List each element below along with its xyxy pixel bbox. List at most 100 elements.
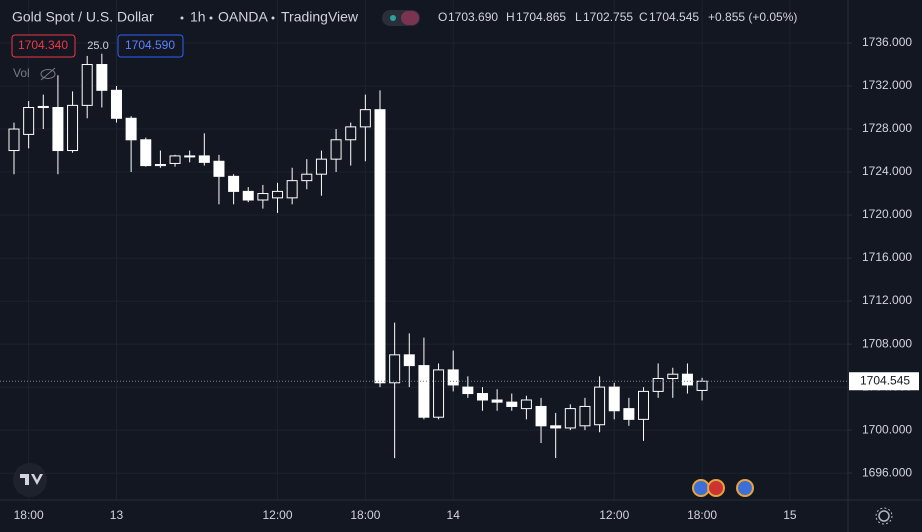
y-tick-label: 1696.000 [862, 465, 912, 479]
ohlc-value: 1702.755 [583, 10, 633, 24]
candle-body [242, 190, 254, 201]
candle-body [286, 180, 298, 199]
logo[interactable] [13, 463, 47, 497]
separator [209, 16, 213, 20]
y-tick-label: 1712.000 [862, 293, 912, 307]
source: OANDA [218, 9, 268, 25]
separator [271, 16, 275, 20]
candle-body [125, 117, 137, 141]
last-price-label: 1704.545 [860, 373, 910, 387]
x-tick-label: 14 [447, 508, 461, 522]
candle-body [638, 390, 650, 420]
candle-body [169, 155, 181, 164]
candle-body [345, 126, 357, 141]
ohlc-key: C [639, 10, 648, 24]
ohlc-key: O [438, 10, 447, 24]
y-tick-label: 1732.000 [862, 78, 912, 92]
candle-body [301, 173, 313, 182]
candle-body [447, 369, 459, 386]
candle-body [667, 373, 679, 379]
x-tick-label: 12:00 [263, 508, 293, 522]
hide-icon[interactable] [40, 67, 56, 81]
candle-body [608, 386, 620, 412]
candle-body [8, 128, 20, 152]
candle-body [696, 380, 708, 391]
candle-body [154, 164, 166, 167]
candle-body [389, 354, 401, 384]
candle-body [37, 105, 49, 109]
market-status [390, 15, 396, 21]
interval[interactable]: 1h [190, 9, 206, 25]
ohlc-value: 1703.690 [448, 10, 498, 24]
candle-body [506, 401, 518, 407]
candle-body [520, 399, 532, 410]
candle-body [652, 377, 664, 392]
event-flags[interactable] [692, 479, 754, 497]
candle-body [359, 109, 371, 128]
sell-price: 1704.340 [18, 38, 68, 52]
volume-label: Vol [13, 66, 30, 80]
candle-body [564, 408, 576, 429]
last-price-box [849, 372, 919, 391]
spread: 25.0 [87, 40, 108, 52]
y-tick-label: 1720.000 [862, 207, 912, 221]
candle-body [330, 139, 342, 160]
candle-body [213, 160, 225, 177]
y-tick-label: 1708.000 [862, 336, 912, 350]
settings-button[interactable] [875, 507, 893, 525]
candle-body [198, 155, 210, 163]
x-tick-label: 18:00 [687, 508, 717, 522]
candle-body [535, 405, 547, 427]
candle-body [315, 158, 327, 175]
sell-button[interactable] [11, 34, 76, 58]
candle-body [476, 393, 488, 401]
toggle-knob [401, 11, 419, 25]
x-tick-label: 15 [783, 508, 797, 522]
candle-body [579, 405, 591, 427]
candle-body [623, 408, 635, 420]
candle-body [594, 386, 606, 426]
y-tick-label: 1724.000 [862, 164, 912, 178]
candle-body [110, 89, 122, 119]
candle-body [228, 175, 240, 192]
candle-body [433, 369, 445, 418]
buy-price: 1704.590 [125, 38, 175, 52]
platform: TradingView [281, 9, 359, 25]
candle-body [272, 190, 284, 199]
logo-mark [20, 474, 43, 485]
ohlc-value: 1704.545 [649, 10, 699, 24]
candle-body [23, 107, 35, 135]
symbol[interactable]: Gold Spot / U.S. Dollar [12, 9, 154, 25]
candle-body [52, 107, 64, 152]
candle-body [403, 354, 415, 367]
candle-body [374, 109, 386, 384]
plot [0, 0, 848, 500]
ohlc-key: L [575, 10, 582, 24]
candle-body [491, 399, 503, 403]
candle-body [81, 64, 93, 106]
x-tick-label: 18:00 [14, 508, 44, 522]
buy-button[interactable] [117, 34, 184, 58]
x-tick-label: 12:00 [599, 508, 629, 522]
candle-body [140, 139, 152, 167]
separator [180, 16, 184, 20]
candle-body [462, 386, 474, 395]
candle-body [67, 104, 79, 152]
x-tick-label: 13 [110, 508, 124, 522]
y-tick-label: 1736.000 [862, 35, 912, 49]
candle-body [550, 425, 562, 429]
candle-body [681, 373, 693, 386]
candle-body [184, 155, 196, 158]
candle-body [257, 193, 269, 201]
candle-body [96, 64, 108, 91]
x-tick-label: 18:00 [350, 508, 380, 522]
ohlc-value: 1704.865 [516, 10, 566, 24]
y-tick-label: 1716.000 [862, 250, 912, 264]
y-tick-label: 1700.000 [862, 422, 912, 436]
y-tick-label: 1728.000 [862, 121, 912, 135]
candle-body [418, 365, 430, 418]
change: +0.855 (+0.05%) [708, 10, 797, 24]
